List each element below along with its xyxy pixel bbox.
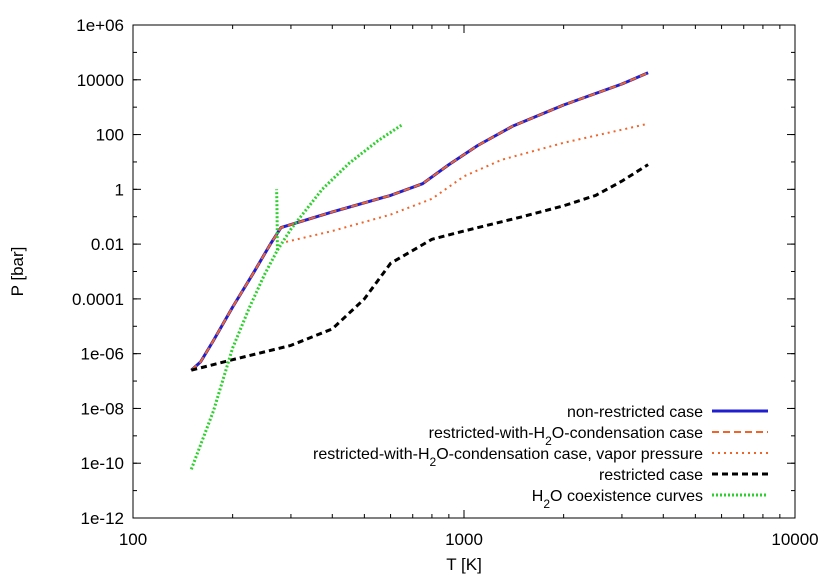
x-tick-label: 100 [119, 530, 147, 549]
y-tick-label: 0.0001 [72, 290, 124, 309]
legend: non-restricted case restricted-with-H2O-c… [313, 404, 768, 511]
x-tick-label: 1000 [445, 530, 483, 549]
legend-entry-label: non-restricted case [567, 404, 703, 421]
y-tick-label: 1 [115, 180, 124, 199]
y-tick-label: 10000 [77, 71, 124, 90]
y-tick-label: 1e-08 [81, 399, 124, 418]
legend-entry-label: restricted case [599, 467, 703, 484]
legend-entry-label: restricted-with-H2O-condensation case, v… [313, 446, 703, 469]
series-line-2 [285, 122, 649, 243]
series-line-6 [275, 189, 279, 251]
y-tick-label: 1e-12 [81, 509, 124, 528]
y-tick-label: 1e-10 [81, 454, 124, 473]
plot-frame [132, 24, 796, 519]
series-line-4 [189, 249, 279, 470]
series-line-5 [276, 123, 403, 252]
series-group [189, 71, 649, 470]
y-axis-label: P [bar] [8, 247, 27, 297]
x-tick-label: 10000 [771, 530, 818, 549]
y-tick-label: 100 [96, 126, 124, 145]
series-line-0 [190, 71, 649, 372]
x-axis-label: T [K] [446, 555, 482, 574]
y-axis: 1e-12 1e-10 1e-08 1e-06 0.0001 0.01 1 100 10000 1… [72, 16, 795, 528]
y-tick-label: 1e+06 [76, 16, 124, 35]
x-axis: 100 1000 10000 [119, 25, 819, 549]
plot-area-border [132, 24, 796, 519]
legend-entry-label: H2O coexistence curves [532, 488, 703, 511]
series-line-3 [190, 163, 649, 372]
y-tick-label: 0.01 [91, 235, 124, 254]
legend-entry-label: restricted-with-H2O-condensation case [429, 425, 703, 448]
y-tick-label: 1e-06 [81, 345, 124, 364]
series-line-1 [190, 71, 649, 371]
